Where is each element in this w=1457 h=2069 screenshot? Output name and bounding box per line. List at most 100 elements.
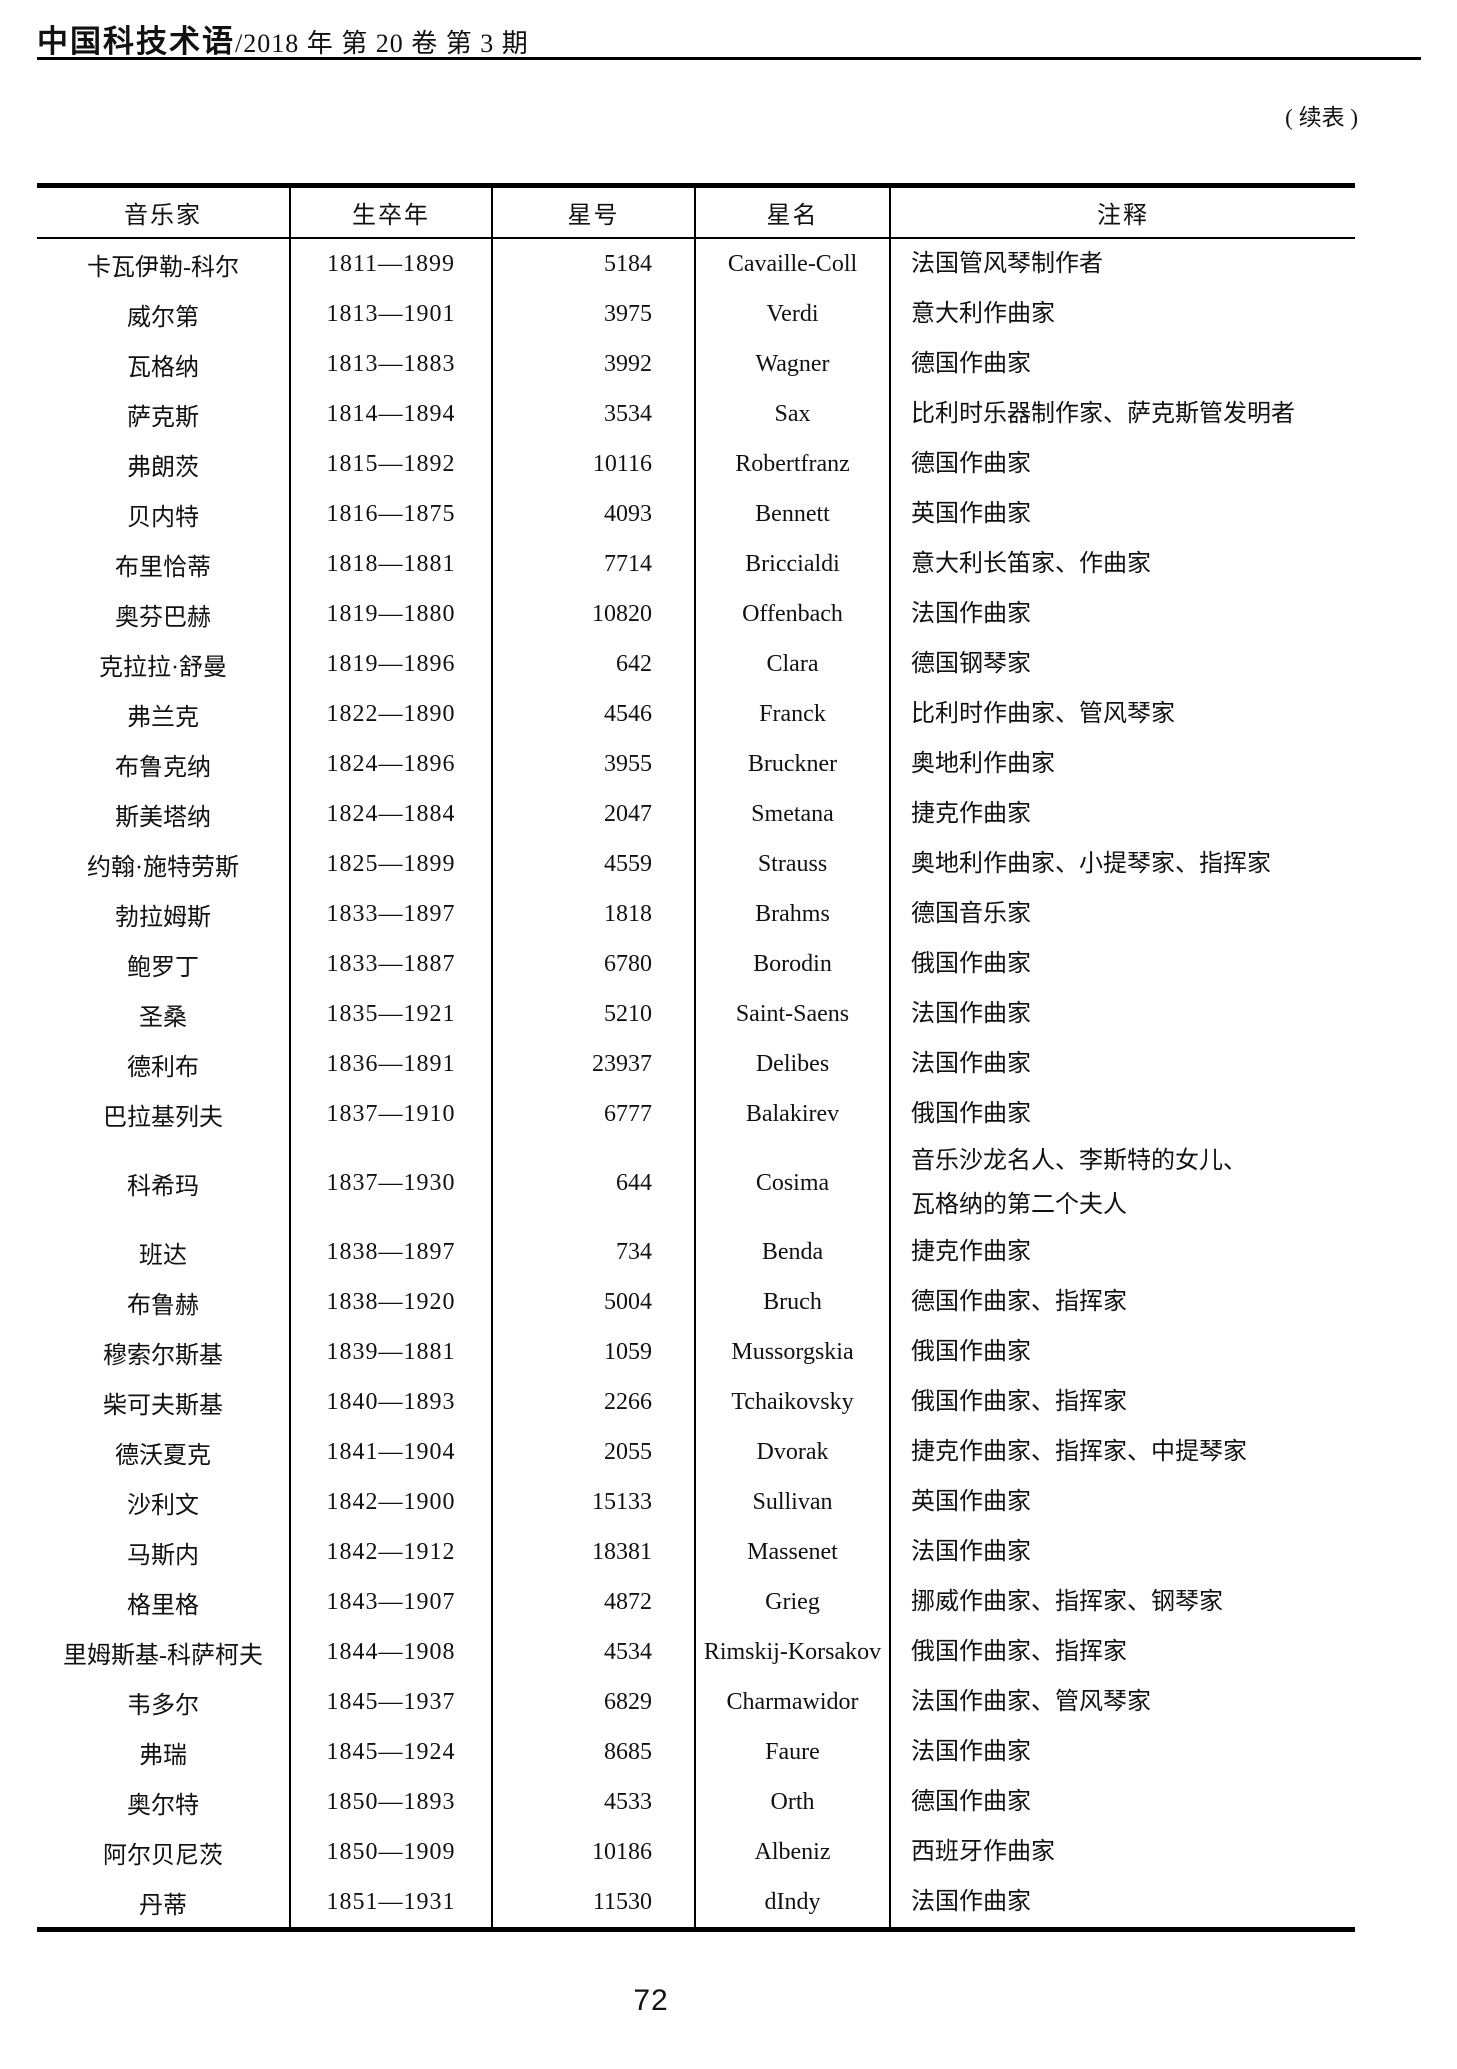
table-header: 音乐家 生卒年 星号 星名 注释 <box>37 185 1355 239</box>
musician-cell: 圣桑 <box>37 989 291 1039</box>
note-cell: 比利时作曲家、管风琴家 <box>911 701 1175 727</box>
musician-cell: 奥芬巴赫 <box>37 589 291 639</box>
musician-cell: 布鲁赫 <box>37 1277 291 1327</box>
star-name-cell: Grieg <box>695 1577 891 1627</box>
table-row: 圣桑 1835—1921 5210 Saint-Saens 法国作曲家 <box>37 989 1355 1039</box>
star-number-cell: 3975 <box>492 289 696 339</box>
column-header-star-name: 星名 <box>695 185 891 239</box>
years-cell: 1833—1887 <box>290 939 493 989</box>
years-cell: 1825—1899 <box>290 839 493 889</box>
table-row: 威尔第 1813—1901 3975 Verdi 意大利作曲家 <box>37 289 1355 339</box>
star-name-cell: Rimskij-Korsakov <box>695 1627 891 1677</box>
table-row: 德沃夏克 1841—1904 2055 Dvorak 捷克作曲家、指挥家、中提琴家 <box>37 1427 1355 1477</box>
note-cell: 法国作曲家 <box>911 1539 1031 1565</box>
star-name-cell: Brahms <box>695 889 891 939</box>
star-name-cell: Robertfranz <box>695 439 891 489</box>
star-name-cell: Franck <box>695 689 891 739</box>
star-number-cell: 734 <box>492 1227 696 1277</box>
table-row: 格里格 1843—1907 4872 Grieg 挪威作曲家、指挥家、钢琴家 <box>37 1577 1355 1627</box>
musician-cell: 科希玛 <box>37 1139 291 1227</box>
years-cell: 1835—1921 <box>290 989 493 1039</box>
note-cell: 奥地利作曲家、小提琴家、指挥家 <box>911 851 1271 877</box>
musician-cell: 布里恰蒂 <box>37 539 291 589</box>
star-name-cell: Balakirev <box>695 1089 891 1139</box>
years-cell: 1816—1875 <box>290 489 493 539</box>
note-cell: 英国作曲家 <box>911 501 1031 527</box>
star-name-cell: Benda <box>695 1227 891 1277</box>
years-cell: 1840—1893 <box>290 1377 493 1427</box>
musician-cell: 弗兰克 <box>37 689 291 739</box>
musician-cell: 约翰·施特劳斯 <box>37 839 291 889</box>
star-name-cell: Clara <box>695 639 891 689</box>
musician-cell: 德沃夏克 <box>37 1427 291 1477</box>
star-name-cell: Saint-Saens <box>695 989 891 1039</box>
years-cell: 1838—1897 <box>290 1227 493 1277</box>
star-name-cell: Bennett <box>695 489 891 539</box>
years-cell: 1842—1912 <box>290 1527 493 1577</box>
note-cell: 法国作曲家 <box>911 1889 1031 1915</box>
star-number-cell: 15133 <box>492 1477 696 1527</box>
star-name-cell: Massenet <box>695 1527 891 1577</box>
star-number-cell: 4546 <box>492 689 696 739</box>
star-number-cell: 4093 <box>492 489 696 539</box>
years-cell: 1842—1900 <box>290 1477 493 1527</box>
years-cell: 1837—1930 <box>290 1139 493 1227</box>
musician-cell: 穆索尔斯基 <box>37 1327 291 1377</box>
note-cell: 意大利长笛家、作曲家 <box>911 551 1151 577</box>
years-cell: 1819—1896 <box>290 639 493 689</box>
musician-cell: 勃拉姆斯 <box>37 889 291 939</box>
table-row: 巴拉基列夫 1837—1910 6777 Balakirev 俄国作曲家 <box>37 1089 1355 1139</box>
table-row: 弗朗茨 1815—1892 10116 Robertfranz 德国作曲家 <box>37 439 1355 489</box>
note-cell: 英国作曲家 <box>911 1489 1031 1515</box>
star-name-cell: Borodin <box>695 939 891 989</box>
star-number-cell: 11530 <box>492 1877 696 1930</box>
star-name-cell: Albeniz <box>695 1827 891 1877</box>
musician-cell: 丹蒂 <box>37 1877 291 1930</box>
star-name-cell: Mussorgskia <box>695 1327 891 1377</box>
years-cell: 1814—1894 <box>290 389 493 439</box>
star-number-cell: 6777 <box>492 1089 696 1139</box>
note-cell: 音乐沙龙名人、李斯特的女儿、 瓦格纳的第二个夫人 <box>911 1148 1247 1218</box>
years-cell: 1844—1908 <box>290 1627 493 1677</box>
note-cell: 法国作曲家 <box>911 1051 1031 1077</box>
journal-title: 中国科技术语 <box>37 24 235 59</box>
years-cell: 1850—1909 <box>290 1827 493 1877</box>
musician-cell: 柴可夫斯基 <box>37 1377 291 1427</box>
star-number-cell: 10820 <box>492 589 696 639</box>
note-cell: 意大利作曲家 <box>911 301 1055 327</box>
column-header-note: 注释 <box>890 185 1355 239</box>
note-cell: 捷克作曲家 <box>911 801 1031 827</box>
years-cell: 1836—1891 <box>290 1039 493 1089</box>
table-row: 柴可夫斯基 1840—1893 2266 Tchaikovsky 俄国作曲家、指挥家 <box>37 1377 1355 1427</box>
note-cell: 俄国作曲家、指挥家 <box>911 1639 1127 1665</box>
star-number-cell: 18381 <box>492 1527 696 1577</box>
musician-cell: 弗瑞 <box>37 1727 291 1777</box>
star-name-cell: Dvorak <box>695 1427 891 1477</box>
years-cell: 1851—1931 <box>290 1877 493 1930</box>
musician-cell: 斯美塔纳 <box>37 789 291 839</box>
table-body: 卡瓦伊勒-科尔 1811—1899 5184 Cavaille-Coll 法国管风琴制作… <box>37 238 1355 1930</box>
years-cell: 1813—1901 <box>290 289 493 339</box>
table-row: 瓦格纳 1813—1883 3992 Wagner 德国作曲家 <box>37 339 1355 389</box>
musician-cell: 阿尔贝尼茨 <box>37 1827 291 1877</box>
star-number-cell: 4534 <box>492 1627 696 1677</box>
star-name-cell: Sullivan <box>695 1477 891 1527</box>
table-row: 马斯内 1842—1912 18381 Massenet 法国作曲家 <box>37 1527 1355 1577</box>
star-name-cell: Bruckner <box>695 739 891 789</box>
star-number-cell: 10186 <box>492 1827 696 1877</box>
table-row: 卡瓦伊勒-科尔 1811—1899 5184 Cavaille-Coll 法国管风琴制作… <box>37 238 1355 289</box>
star-name-cell: Bruch <box>695 1277 891 1327</box>
column-header-years: 生卒年 <box>290 185 493 239</box>
years-cell: 1850—1893 <box>290 1777 493 1827</box>
header-rule <box>37 57 1421 60</box>
musician-cell: 贝内特 <box>37 489 291 539</box>
column-header-star-number: 星号 <box>492 185 696 239</box>
musician-cell: 德利布 <box>37 1039 291 1089</box>
musician-cell: 弗朗茨 <box>37 439 291 489</box>
table-row: 班达 1838—1897 734 Benda 捷克作曲家 <box>37 1227 1355 1277</box>
star-number-cell: 5004 <box>492 1277 696 1327</box>
table-row: 贝内特 1816—1875 4093 Bennett 英国作曲家 <box>37 489 1355 539</box>
years-cell: 1819—1880 <box>290 589 493 639</box>
table-row: 奥芬巴赫 1819—1880 10820 Offenbach 法国作曲家 <box>37 589 1355 639</box>
